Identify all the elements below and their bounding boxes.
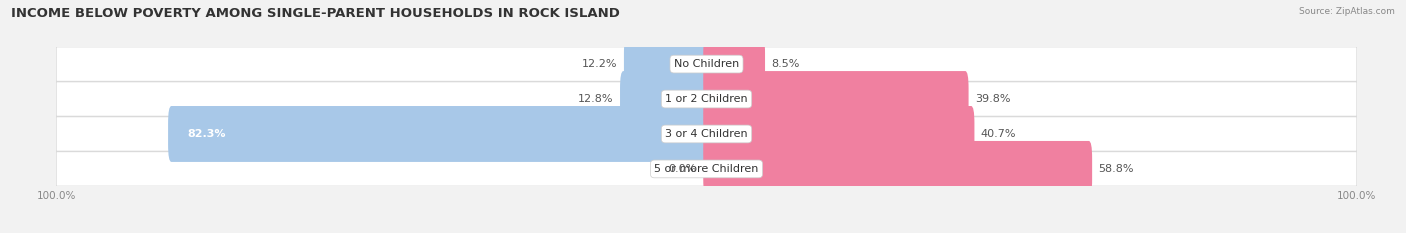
Text: 40.7%: 40.7% [981, 129, 1017, 139]
FancyBboxPatch shape [56, 47, 1357, 81]
FancyBboxPatch shape [703, 106, 974, 162]
FancyBboxPatch shape [703, 141, 1092, 197]
Text: 39.8%: 39.8% [976, 94, 1011, 104]
FancyBboxPatch shape [56, 117, 1357, 151]
Text: Source: ZipAtlas.com: Source: ZipAtlas.com [1299, 7, 1395, 16]
Text: 8.5%: 8.5% [772, 59, 800, 69]
Text: No Children: No Children [673, 59, 740, 69]
Text: 1 or 2 Children: 1 or 2 Children [665, 94, 748, 104]
FancyBboxPatch shape [703, 71, 969, 127]
Text: 3 or 4 Children: 3 or 4 Children [665, 129, 748, 139]
FancyBboxPatch shape [703, 36, 765, 92]
FancyBboxPatch shape [624, 36, 710, 92]
Text: 5 or more Children: 5 or more Children [654, 164, 759, 174]
FancyBboxPatch shape [169, 106, 710, 162]
Text: 12.2%: 12.2% [582, 59, 617, 69]
Text: 12.8%: 12.8% [578, 94, 613, 104]
FancyBboxPatch shape [56, 82, 1357, 116]
Text: 0.0%: 0.0% [668, 164, 697, 174]
FancyBboxPatch shape [620, 71, 710, 127]
Text: 58.8%: 58.8% [1098, 164, 1135, 174]
Text: 82.3%: 82.3% [187, 129, 226, 139]
Text: INCOME BELOW POVERTY AMONG SINGLE-PARENT HOUSEHOLDS IN ROCK ISLAND: INCOME BELOW POVERTY AMONG SINGLE-PARENT… [11, 7, 620, 20]
FancyBboxPatch shape [56, 152, 1357, 186]
